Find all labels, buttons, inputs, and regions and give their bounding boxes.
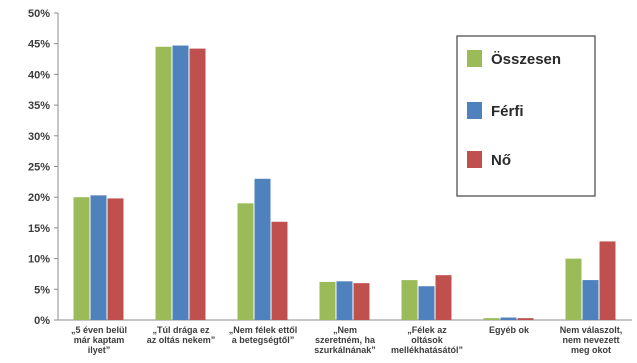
legend-label-férfi: Férfi xyxy=(491,103,524,120)
category-label: Egyéb ok xyxy=(489,325,530,335)
category-label: „Nem xyxy=(333,325,357,335)
y-tick-label: 40% xyxy=(28,69,50,81)
bar-férfi-5 xyxy=(418,286,435,320)
category-label: „Nem félek ettől xyxy=(229,325,298,335)
category-label: a betegségtől” xyxy=(232,335,295,345)
bar-összesen-7 xyxy=(565,258,582,320)
category-label: mellékhatásától” xyxy=(391,345,463,355)
category-label: meg okot xyxy=(571,345,611,355)
bar-nő-3 xyxy=(271,221,288,320)
category-label: Nem válaszolt, xyxy=(560,325,623,335)
bar-nő-4 xyxy=(353,283,370,320)
bar-összesen-5 xyxy=(401,280,418,320)
bar-férfi-2 xyxy=(172,45,189,321)
category-label: az oltás nekem” xyxy=(147,335,216,345)
bar-férfi-7 xyxy=(582,280,599,320)
category-label: ilyet” xyxy=(88,345,111,355)
y-tick-label: 45% xyxy=(28,39,50,51)
bar-összesen-2 xyxy=(155,46,172,321)
bars xyxy=(73,45,616,321)
y-tick-label: 15% xyxy=(28,223,50,235)
bar-nő-7 xyxy=(599,241,616,320)
category-label: már kaptam xyxy=(74,335,125,345)
bar-nő-6 xyxy=(517,318,534,320)
category-label: „Túl drága ez xyxy=(152,325,210,335)
bar-összesen-3 xyxy=(237,203,254,320)
category-label: szeretném, ha xyxy=(315,335,376,345)
y-tick-label: 50% xyxy=(28,8,50,20)
y-axis: 0% 5% 10% 15% 20% 25% 30% 35% 40% 45% 50% xyxy=(28,8,632,327)
legend: Összesen Férfi Nő xyxy=(456,35,596,197)
legend-label-nő: Nő xyxy=(491,152,511,169)
category-label: „5 éven belül xyxy=(71,325,127,335)
category-label: szurkálnának” xyxy=(314,345,376,355)
legend-swatch-férfi xyxy=(467,102,482,119)
y-tick-label: 30% xyxy=(28,131,50,143)
category-label: oltások xyxy=(411,335,444,345)
bar-nő-5 xyxy=(435,275,452,320)
bar-nő-2 xyxy=(189,48,206,320)
bar-férfi-1 xyxy=(90,195,107,320)
y-tick-label: 0% xyxy=(34,315,50,327)
legend-swatch-nő xyxy=(467,151,482,168)
y-tick-label: 20% xyxy=(28,192,50,204)
bar-összesen-6 xyxy=(483,318,500,320)
bar-összesen-1 xyxy=(73,197,90,320)
bar-férfi-4 xyxy=(336,281,353,320)
bar-férfi-3 xyxy=(254,178,271,320)
bar-férfi-6 xyxy=(500,317,517,320)
y-tick-label: 25% xyxy=(28,162,50,174)
category-label: nem nevezett xyxy=(562,335,619,345)
legend-label-összesen: Összesen xyxy=(491,51,561,68)
legend-swatch-összesen xyxy=(467,50,482,67)
bar-összesen-4 xyxy=(319,281,336,320)
y-tick-label: 35% xyxy=(28,100,50,112)
category-label: „Félek az xyxy=(407,325,447,335)
y-tick-label: 10% xyxy=(28,254,50,266)
y-tick-label: 5% xyxy=(34,284,50,296)
bar-nő-1 xyxy=(107,198,124,320)
